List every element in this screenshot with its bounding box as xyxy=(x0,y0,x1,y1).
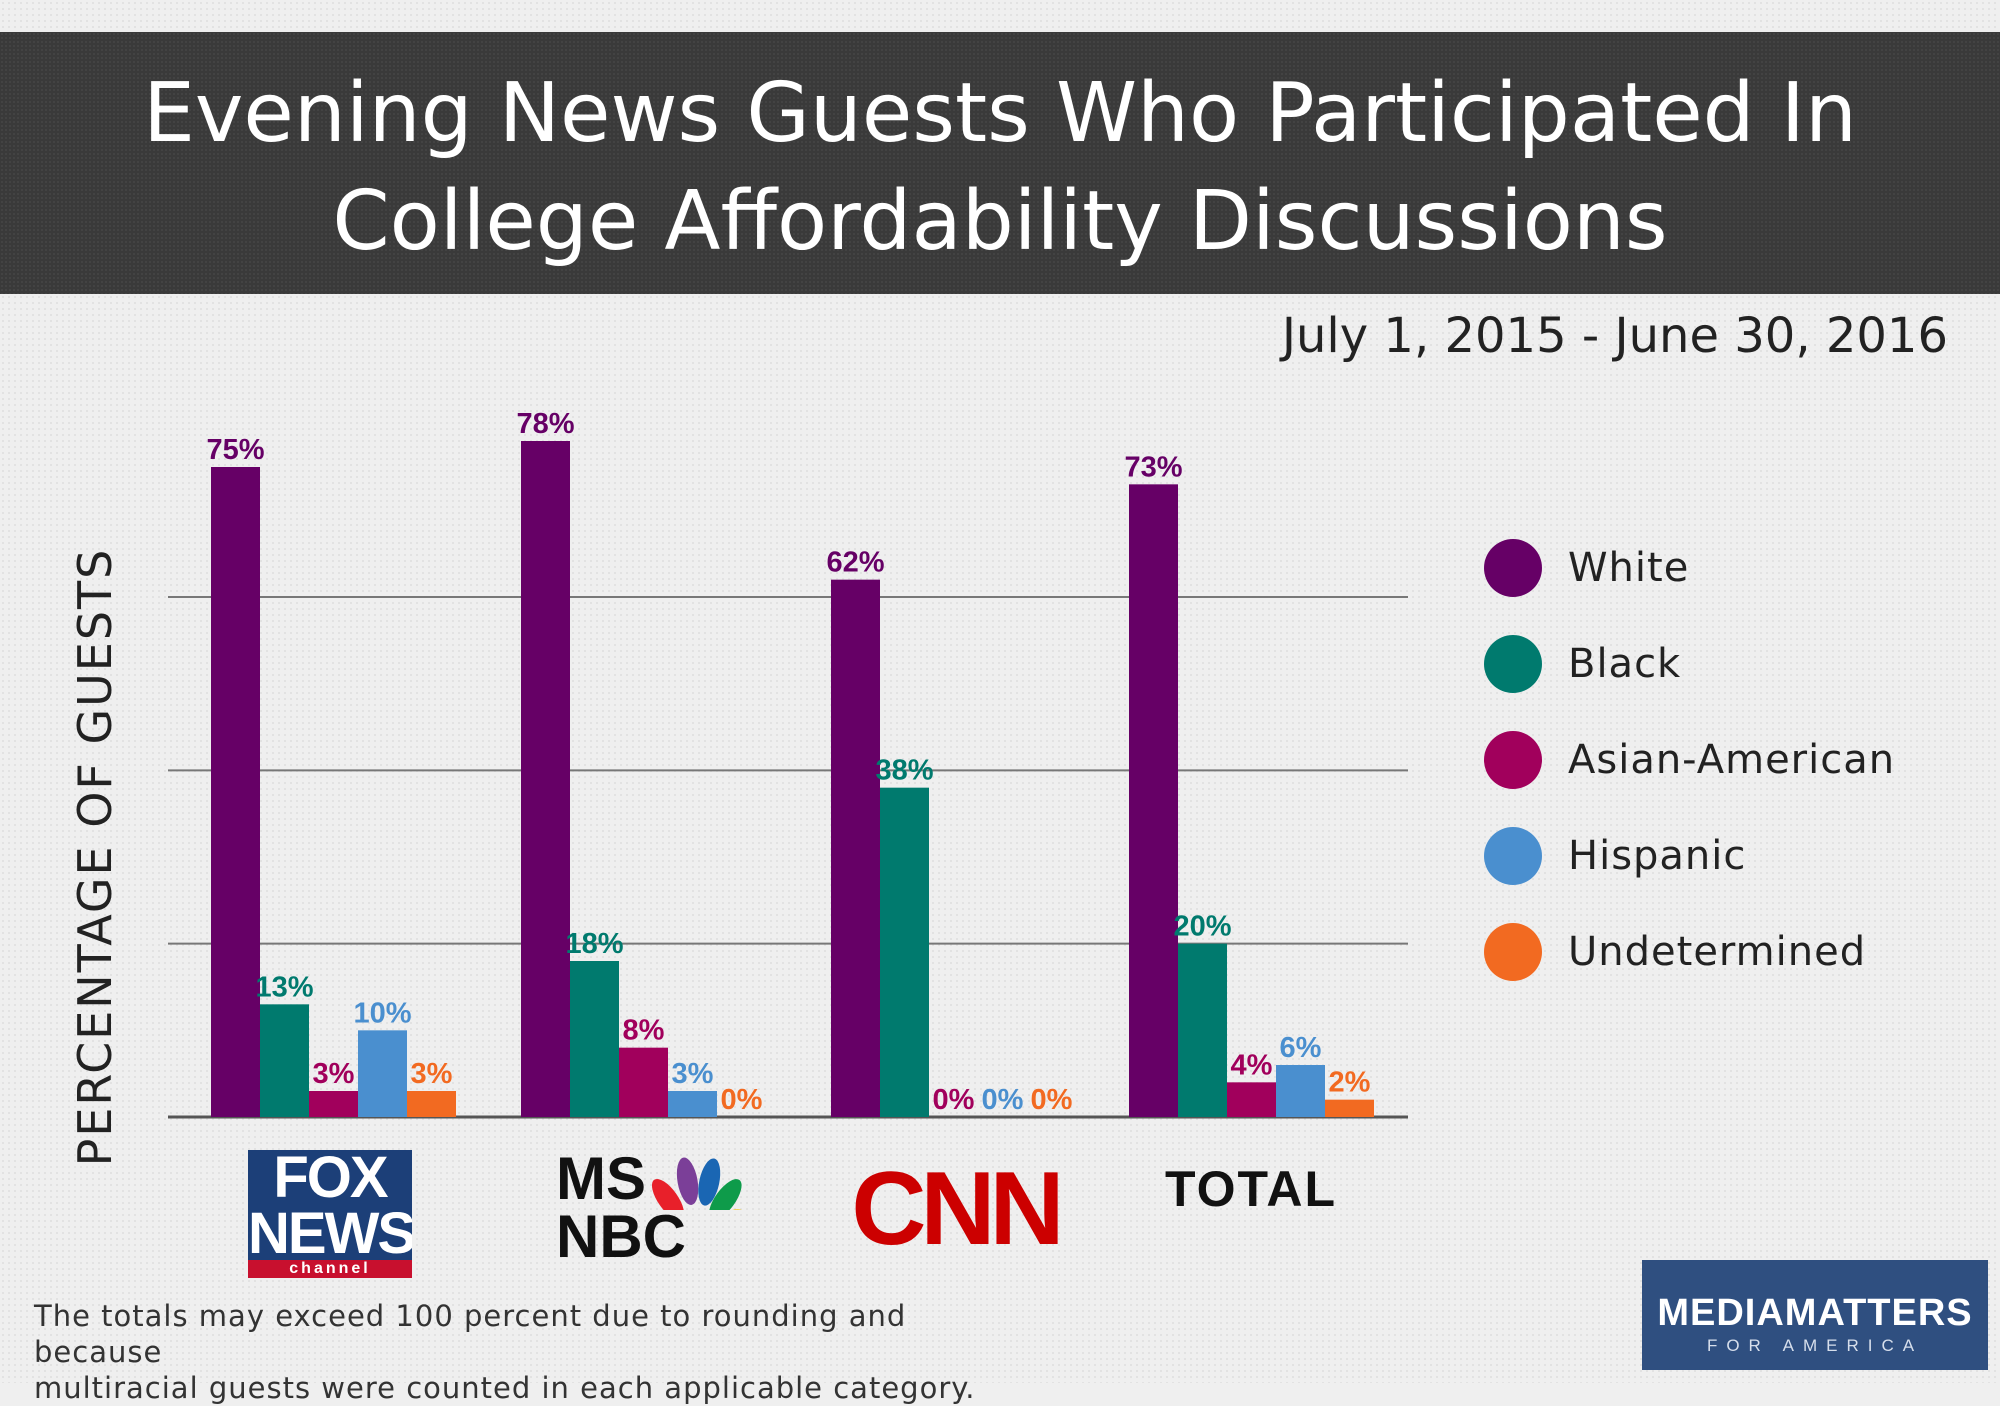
data-label: 20% xyxy=(1173,911,1231,943)
legend-label: White xyxy=(1568,545,1690,591)
legend-item: Hispanic xyxy=(1484,808,1895,904)
bar-asian-american-1 xyxy=(619,1047,668,1117)
footnote: The totals may exceed 100 percent due to… xyxy=(34,1299,976,1405)
data-label: 38% xyxy=(875,755,933,787)
peacock-icon xyxy=(651,1157,746,1210)
bar-hispanic-3 xyxy=(1276,1065,1325,1117)
legend-label: Asian-American xyxy=(1568,737,1896,783)
title-line-1: Evening News Guests Who Participated In xyxy=(143,66,1857,161)
data-label: 13% xyxy=(255,971,313,1003)
legend: White Black Asian-American Hispanic Undeterm… xyxy=(1484,520,1895,1000)
chart-title: Evening News Guests Who Participated In … xyxy=(0,60,2000,276)
bar-white-2 xyxy=(831,579,880,1117)
legend-item: White xyxy=(1484,520,1895,616)
bar-asian-american-3 xyxy=(1227,1082,1276,1117)
fox-news-logo: FOX NEWS channel xyxy=(248,1150,412,1278)
data-label: 75% xyxy=(206,434,264,466)
legend-swatch xyxy=(1484,923,1542,981)
data-label: 4% xyxy=(1231,1049,1273,1081)
legend-item: Asian-American xyxy=(1484,712,1895,808)
bar-undetermined-0 xyxy=(407,1091,456,1117)
bar-hispanic-0 xyxy=(358,1030,407,1117)
data-label: 0% xyxy=(933,1084,975,1116)
bar-white-1 xyxy=(521,441,570,1117)
data-label: 8% xyxy=(623,1015,665,1047)
bar-undetermined-3 xyxy=(1325,1099,1374,1117)
title-line-2: College Affordability Discussions xyxy=(332,174,1668,269)
bar-white-3 xyxy=(1129,484,1178,1117)
legend-label: Black xyxy=(1568,641,1682,687)
title-banner xyxy=(0,32,2000,294)
data-label: 73% xyxy=(1124,451,1182,483)
data-label: 10% xyxy=(353,997,411,1029)
bar-asian-american-0 xyxy=(309,1091,358,1117)
cnn-logo: CNN xyxy=(851,1151,1064,1267)
data-label: 3% xyxy=(411,1058,453,1090)
legend-item: Undetermined xyxy=(1484,904,1895,1000)
data-label: 3% xyxy=(672,1058,714,1090)
legend-item: Black xyxy=(1484,616,1895,712)
data-label: 3% xyxy=(313,1058,355,1090)
bar-black-3 xyxy=(1178,943,1227,1117)
legend-label: Undetermined xyxy=(1568,929,1867,975)
data-label: 18% xyxy=(565,928,623,960)
total-label: TOTAL xyxy=(1165,1161,1338,1217)
bar-white-0 xyxy=(211,467,260,1117)
legend-label: Hispanic xyxy=(1568,833,1747,879)
data-label: 0% xyxy=(721,1084,763,1116)
bar-hispanic-1 xyxy=(668,1091,717,1117)
data-label: 0% xyxy=(982,1084,1024,1116)
data-label: 0% xyxy=(1031,1084,1073,1116)
data-label: 2% xyxy=(1329,1067,1371,1099)
bar-black-2 xyxy=(880,787,929,1117)
data-label: 62% xyxy=(826,547,884,579)
bar-black-1 xyxy=(570,961,619,1117)
date-range: July 1, 2015 - June 30, 2016 xyxy=(1281,308,1948,364)
legend-swatch xyxy=(1484,539,1542,597)
legend-swatch xyxy=(1484,635,1542,693)
legend-swatch xyxy=(1484,827,1542,885)
bar-black-0 xyxy=(260,1004,309,1117)
msnbc-logo: MS NBC xyxy=(556,1149,746,1268)
media-matters-logo: MEDIAMATTERS FOR AMERICA xyxy=(1642,1260,1988,1370)
data-label: 6% xyxy=(1280,1032,1322,1064)
legend-swatch xyxy=(1484,731,1542,789)
data-label: 78% xyxy=(516,408,574,440)
